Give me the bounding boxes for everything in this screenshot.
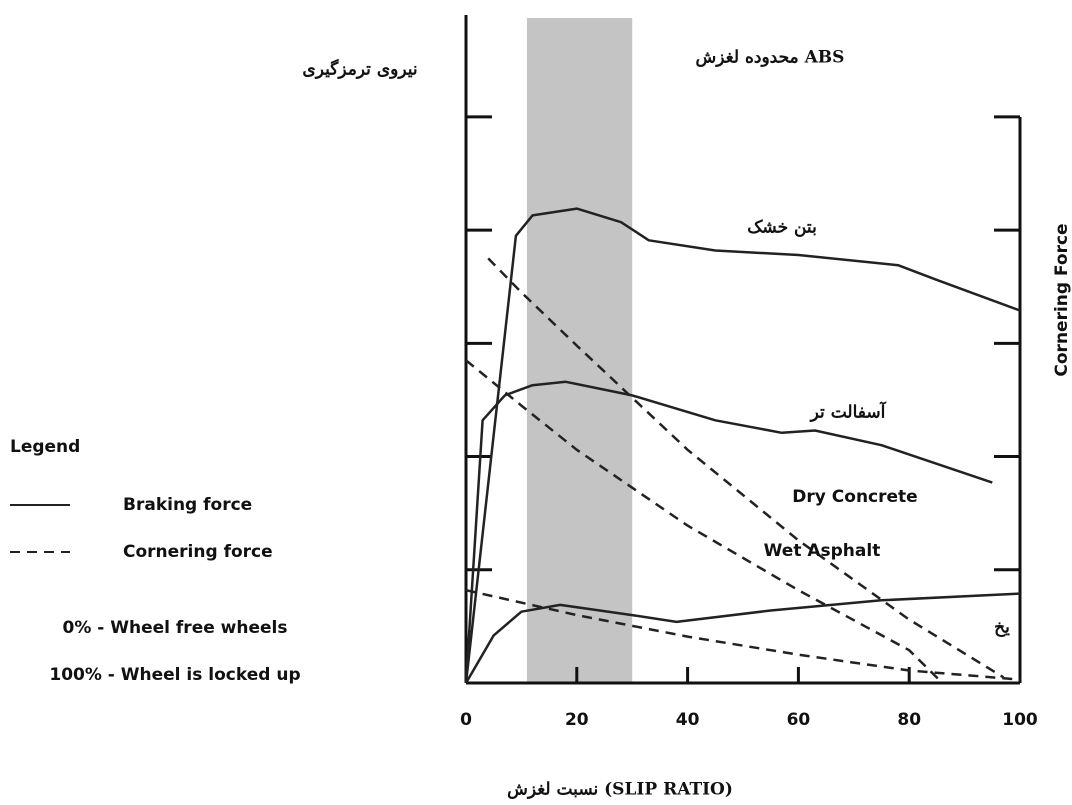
y-axis-label: نیروی ترمزگیری (302, 59, 417, 80)
x-tick-label: 20 (565, 710, 589, 730)
x-tick-label: 60 (787, 710, 811, 730)
y2-axis-label: Cornering Force (1052, 223, 1072, 376)
x-tick-label: 0 (460, 710, 472, 730)
series-line (487, 257, 1005, 679)
x-tick-label: 40 (676, 710, 700, 730)
abs-label: محدوده لغزش ABS (696, 48, 845, 68)
annotation: یخ (994, 618, 1010, 638)
legend-label: Braking force (123, 495, 252, 515)
annotation: Wet Asphalt (764, 541, 881, 561)
legend-title: Legend (10, 437, 80, 457)
series-line (465, 359, 944, 684)
series-line (464, 207, 1021, 684)
legend-note: 100% - Wheel is locked up (49, 665, 300, 685)
x-tick-label: 80 (897, 710, 921, 730)
abs-band (526, 18, 633, 683)
annotation: Dry Concrete (792, 487, 917, 507)
series-line (464, 592, 1021, 684)
x-axis-label: نسبت لغزش (SLIP RATIO) (507, 780, 733, 800)
series-line (464, 380, 993, 684)
series-line (465, 588, 1021, 681)
legend-note: 0% - Wheel free wheels (63, 618, 288, 638)
annotation: آسفالت تر (809, 401, 887, 423)
annotation: بتن خشک (747, 218, 817, 238)
legend-label: Cornering force (123, 542, 273, 562)
x-tick-label: 100 (1002, 710, 1038, 730)
